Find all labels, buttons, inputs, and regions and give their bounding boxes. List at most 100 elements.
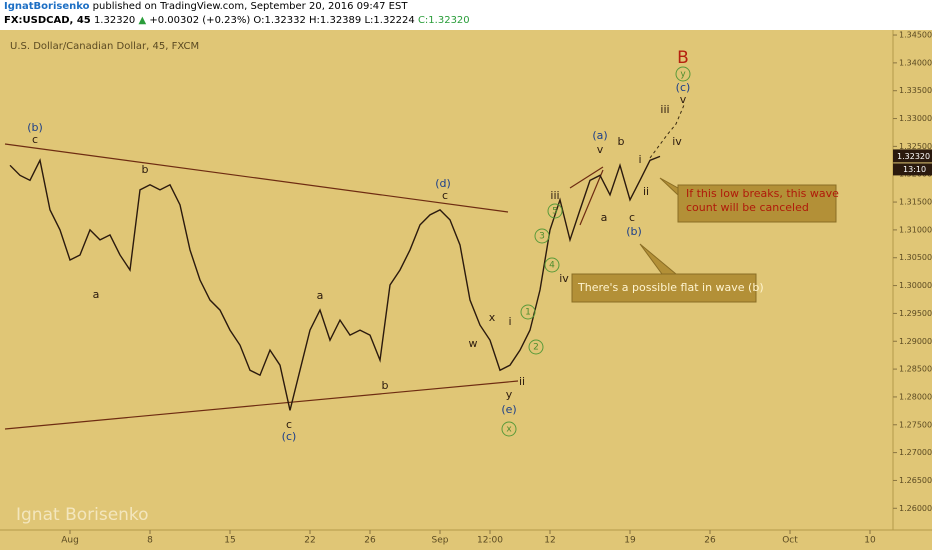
x-tick-label: 10 — [864, 536, 876, 546]
wave-label: b — [618, 135, 625, 148]
y-tick-label: 1.28000 — [899, 392, 932, 401]
trendline — [569, 166, 604, 189]
wave-label: x — [489, 311, 496, 324]
x-tick-label: 12 — [544, 536, 555, 546]
wave-label: iii — [550, 189, 559, 202]
wave-label: 2 — [533, 343, 539, 353]
y-tick-label: 1.32500 — [899, 142, 932, 151]
header: IgnatBorisenko published on TradingView.… — [0, 0, 932, 30]
y-tick-label: 1.27500 — [899, 420, 932, 429]
wave-label: 4 — [549, 261, 555, 271]
callout-text: If this low breaks, this wave count will … — [686, 187, 839, 214]
x-tick-label: Sep — [432, 536, 449, 546]
chart: U.S. Dollar/Canadian Dollar, 45, FXCM Ig… — [0, 30, 932, 550]
wave-label: iv — [672, 135, 682, 148]
wave-label: (b) — [27, 121, 43, 134]
wave-label: ii — [519, 375, 525, 388]
x-tick-label: 15 — [224, 536, 235, 546]
wave-circle — [520, 304, 536, 320]
wave-label: 5 — [552, 207, 558, 217]
wave-label: iv — [559, 272, 569, 285]
published: published on TradingView.com, September … — [92, 1, 408, 12]
wave-label: 3 — [539, 232, 545, 242]
x-tick-label: Oct — [782, 536, 798, 546]
wave-label: (c) — [676, 81, 691, 94]
countdown: 13:10 — [903, 165, 926, 174]
y-tick-label: 1.31000 — [899, 225, 932, 234]
background — [0, 30, 932, 550]
trendline — [579, 169, 604, 226]
y-tick-label: 1.29000 — [899, 337, 932, 346]
wave-circle — [534, 228, 550, 244]
wave-label: (b) — [626, 225, 642, 238]
y-tick-label: 1.33500 — [899, 86, 932, 95]
y-tick-label: 1.29500 — [899, 309, 932, 318]
author[interactable]: IgnatBorisenko — [4, 1, 90, 12]
y-tick-label: 1.27000 — [899, 448, 932, 457]
wave-circle — [675, 66, 691, 82]
y-tick-label: 1.34000 — [899, 58, 932, 67]
wave-label: a — [317, 289, 324, 302]
wave-label: a — [93, 288, 100, 301]
wave-circle — [528, 339, 544, 355]
last: 1.32320 — [93, 15, 136, 26]
trendline — [4, 380, 519, 430]
projection — [649, 104, 685, 159]
wave-label: y — [680, 70, 686, 80]
wave-circle — [501, 421, 517, 437]
wave-label: 1 — [525, 308, 531, 318]
wave-label: i — [638, 153, 641, 166]
wave-label: (d) — [435, 177, 451, 190]
watermark: Ignat Borisenko — [16, 505, 149, 525]
wave-label: i — [508, 315, 511, 328]
wave-label: c — [629, 211, 635, 224]
x-tick-label: 8 — [147, 536, 153, 546]
callout-text: There's a possible flat in wave (b) — [577, 281, 764, 294]
high: H:1.32389 — [309, 15, 362, 26]
wave-label: (e) — [501, 403, 516, 416]
change: +0.00302 (+0.23%) — [149, 15, 251, 26]
wave-label: (a) — [592, 129, 607, 142]
open: O:1.32332 — [253, 15, 306, 26]
callout-box — [571, 243, 757, 303]
quote-line: FX:USDCAD, 45 1.32320 ▲ +0.00302 (+0.23%… — [0, 14, 932, 28]
close: C:1.32320 — [417, 15, 470, 26]
wave-label: a — [601, 211, 608, 224]
y-tick-label: 1.28500 — [899, 365, 932, 374]
wave-label: x — [506, 425, 512, 435]
wave-label: v — [680, 93, 687, 106]
publish-line: IgnatBorisenko published on TradingView.… — [0, 0, 932, 14]
wave-label: b — [382, 379, 389, 392]
trendline — [4, 143, 509, 213]
wave-circle — [544, 257, 560, 273]
x-tick-label: 26 — [704, 536, 716, 546]
low: L:1.32224 — [364, 15, 415, 26]
y-tick-label: 1.30000 — [899, 281, 932, 290]
y-tick-label: 1.33000 — [899, 114, 932, 123]
last-price-label: 1.32320 — [897, 152, 930, 161]
last-price-tag — [893, 149, 932, 163]
wave-label: c — [32, 133, 38, 146]
wave-label: ii — [643, 185, 649, 198]
x-tick-label: Aug — [61, 536, 79, 546]
wave-label: iii — [660, 103, 669, 116]
x-tick-label: 26 — [364, 536, 376, 546]
countdown-tag — [893, 163, 932, 176]
callout-box — [659, 177, 837, 223]
x-tick-label: 22 — [304, 536, 315, 546]
wave-label: b — [142, 163, 149, 176]
y-tick-label: 1.30500 — [899, 253, 932, 262]
wave-label: B — [677, 48, 689, 68]
wave-label: c — [442, 189, 448, 202]
arrow: ▲ — [138, 15, 147, 26]
y-tick-label: 1.31500 — [899, 198, 932, 207]
wave-label: c — [286, 418, 292, 431]
y-tick-label: 1.26500 — [899, 476, 932, 485]
price-line — [9, 155, 661, 411]
symbol: FX:USDCAD, 45 — [4, 15, 91, 26]
wave-label: w — [469, 337, 478, 350]
chart-title: U.S. Dollar/Canadian Dollar, 45, FXCM — [10, 41, 199, 52]
x-tick-label: 12:00 — [477, 536, 503, 546]
wave-label: y — [506, 388, 513, 401]
